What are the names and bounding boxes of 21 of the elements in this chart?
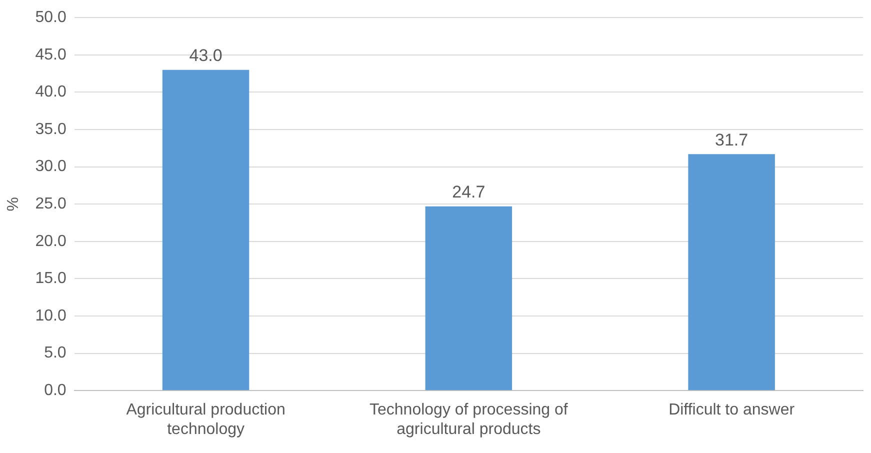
x-tick-label: Technology of processing of agricultural products — [370, 402, 568, 438]
bar — [162, 70, 250, 390]
x-tick-label: Agricultural production technology — [126, 402, 286, 438]
data-label: 24.7 — [452, 182, 486, 202]
y-tick-label: 15.0 — [35, 270, 66, 288]
data-label: 31.7 — [715, 130, 748, 150]
x-tick-label: Difficult to answer — [668, 402, 796, 419]
y-tick-label: 45.0 — [35, 46, 66, 64]
y-tick-label: 50.0 — [35, 9, 66, 26]
y-tick-label: 30.0 — [35, 158, 66, 176]
y-tick-label: 20.0 — [35, 232, 66, 250]
bar — [425, 206, 512, 390]
y-axis-title: % — [5, 196, 22, 212]
y-tick-label: 0.0 — [44, 382, 66, 400]
y-tick-label: 25.0 — [35, 196, 66, 213]
y-tick-label: 40.0 — [35, 84, 66, 101]
y-tick-label: 5.0 — [44, 344, 66, 362]
y-tick-label: 10.0 — [35, 307, 66, 324]
data-label: 43.0 — [189, 46, 222, 66]
y-tick-label: 35.0 — [35, 120, 66, 138]
bar — [688, 154, 775, 390]
